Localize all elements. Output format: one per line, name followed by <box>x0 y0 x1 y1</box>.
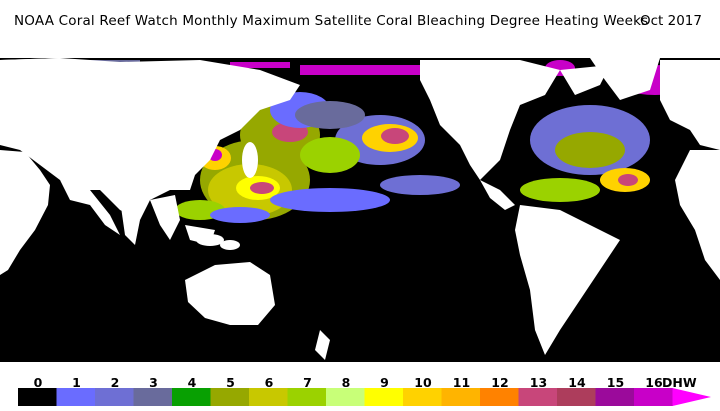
colorbar-tick-label: 9 <box>380 375 389 390</box>
colorbar-segment <box>403 388 442 406</box>
dhw-world-map <box>0 40 720 370</box>
colorbar-tick-label: 16 <box>645 375 663 390</box>
colorbar-tick-label: 13 <box>529 375 548 390</box>
colorbar-tick-label: 12 <box>491 375 509 390</box>
colorbar-tick-label: 1 <box>72 375 81 390</box>
colorbar-segment <box>56 388 96 406</box>
colorbar-segment <box>210 388 250 406</box>
colorbar-tick-label: 8 <box>341 375 351 390</box>
colorbar-segment <box>326 388 365 406</box>
colorbar-tick-label: 3 <box>149 375 158 390</box>
colorbar-segment <box>634 388 673 406</box>
africa-land <box>0 150 50 275</box>
colorbar-tick-label: 6 <box>264 375 274 390</box>
eurasia-land <box>0 58 300 220</box>
colorbar-segment <box>480 388 519 406</box>
colorbar-segment <box>595 388 635 406</box>
colorbar-tick-label: 10 <box>414 375 432 390</box>
colorbar-segment <box>557 388 596 406</box>
colorbar-arrow <box>672 388 711 406</box>
colorbar-segment <box>441 388 481 406</box>
colorbar-unit-label: DHW <box>662 375 697 390</box>
arctic-band <box>0 40 720 58</box>
colorbar-segment <box>364 388 404 406</box>
colorbar-tick-label: 11 <box>452 375 471 390</box>
map-title-bar: NOAA Coral Reef Watch Monthly Maximum Sa… <box>0 0 720 40</box>
colorbar-segment <box>172 388 211 406</box>
colorbar-tick-label: 5 <box>226 375 235 390</box>
australia-land <box>185 262 275 325</box>
colorbar-segment <box>249 388 288 406</box>
colorbar-segment <box>518 388 558 406</box>
map-title: NOAA Coral Reef Watch Monthly Maximum Sa… <box>14 13 649 29</box>
colorbar-segment <box>133 388 173 406</box>
north-america-land <box>420 60 560 180</box>
dhw-heat-patches <box>60 60 695 223</box>
colorbar-tick-label: 14 <box>568 375 586 390</box>
colorbar-tick-label: 15 <box>606 375 625 390</box>
colorbar <box>18 388 711 406</box>
antarctica-band <box>0 362 720 370</box>
colorbar-tick-label: 7 <box>303 375 312 390</box>
colorbar-tick-label: 0 <box>33 375 43 390</box>
continents <box>0 40 720 370</box>
colorbar-segment <box>95 388 134 406</box>
colorbar-tick-label: 2 <box>110 375 120 390</box>
colorbar-segment <box>287 388 327 406</box>
colorbar-segment <box>18 388 57 406</box>
colorbar-tick-label: 4 <box>187 375 197 390</box>
map-date: Oct 2017 <box>640 13 702 29</box>
south-america-land <box>515 205 620 355</box>
